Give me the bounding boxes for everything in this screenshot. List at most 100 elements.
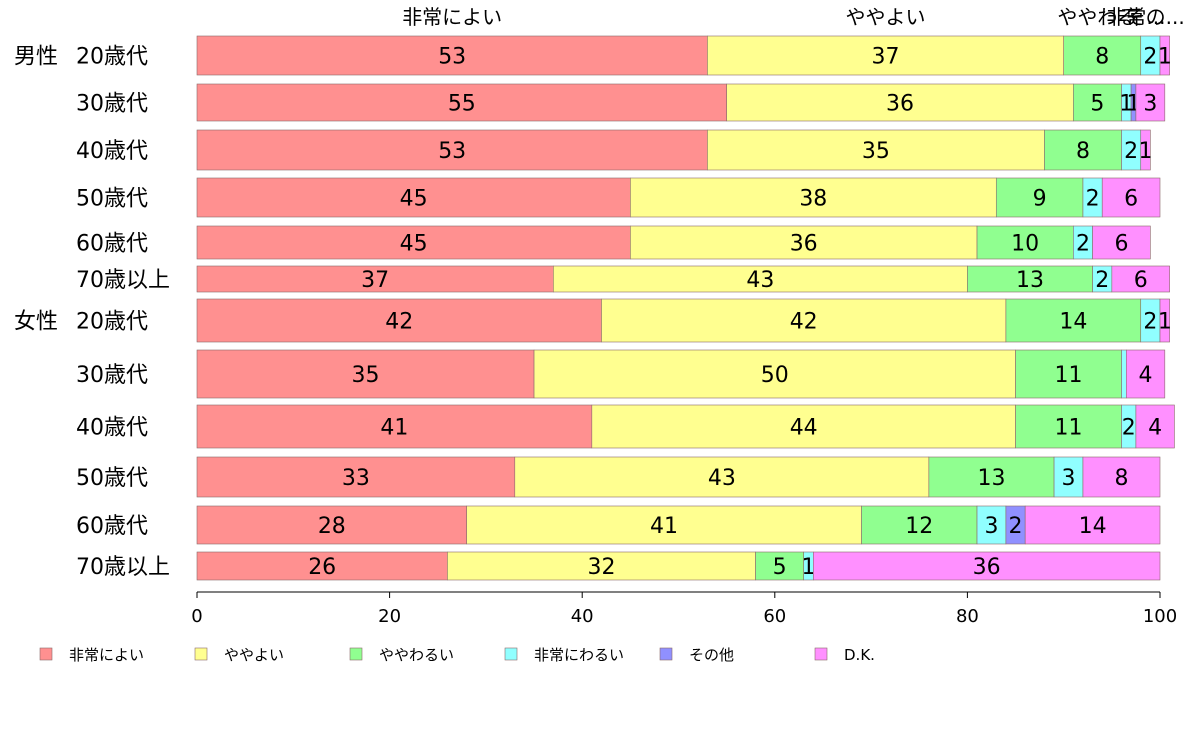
data-label: 2 [1122, 416, 1136, 441]
bar-segment [533, 349, 1016, 399]
bar-segment [196, 298, 602, 343]
category-label: 50歳代 [76, 187, 148, 212]
bar-segment [995, 177, 1084, 218]
data-label: 36 [973, 555, 1001, 580]
bar-segment [1082, 456, 1161, 498]
category-label: 70歳以上 [76, 268, 170, 293]
data-label: 42 [790, 310, 818, 335]
bar-segment [447, 551, 756, 581]
bar-segment [1053, 456, 1084, 498]
x-axis: 0 20 40 60 80 100 [191, 591, 1177, 627]
bar-segment [813, 551, 1161, 581]
data-label: 13 [977, 466, 1005, 491]
bar-segment [1159, 35, 1170, 76]
bar-segment [707, 129, 1045, 171]
data-label: 11 [1055, 416, 1083, 441]
bar-segment [1111, 265, 1170, 293]
top-label-3: 非常... [1106, 5, 1165, 29]
data-label: 36 [886, 92, 914, 117]
bar-segment [726, 83, 1074, 122]
x-tick-label: 20 [378, 606, 401, 627]
category-label: 20歳代 [76, 45, 148, 70]
bar-segment [861, 505, 978, 545]
legend-swatch [349, 647, 363, 661]
x-tick-label: 40 [571, 606, 594, 627]
x-tick-label: 100 [1143, 606, 1177, 627]
data-label: 2 [1076, 232, 1090, 257]
legend-swatch [814, 647, 828, 661]
legend-swatch [659, 647, 673, 661]
data-label: 37 [872, 45, 900, 70]
data-label: 53 [438, 45, 466, 70]
legend-swatch [194, 647, 208, 661]
data-label: 6 [1124, 187, 1138, 212]
top-label-1: ややよい [846, 5, 926, 29]
legend: 非常によい ややよい ややわるい 非常にわるい その他 D.K. [39, 646, 875, 664]
bar-segment [1044, 129, 1122, 171]
data-label: 1 [1139, 139, 1153, 164]
data-label: 28 [318, 514, 346, 539]
legend-label: その他 [689, 646, 734, 664]
data-label: 13 [1016, 268, 1044, 293]
data-label: 2 [1124, 139, 1138, 164]
data-label: 42 [385, 310, 413, 335]
category-label: 40歳代 [76, 416, 148, 441]
bar-segment [196, 551, 448, 581]
bar-segment [196, 35, 708, 76]
data-label: 9 [1033, 187, 1047, 212]
data-label: 43 [746, 268, 774, 293]
category-label: 70歳以上 [76, 555, 170, 580]
data-label: 2 [1009, 514, 1023, 539]
bar-segment [1101, 177, 1161, 218]
data-label: 10 [1011, 232, 1039, 257]
bar-segment [196, 177, 631, 218]
category-label: 60歳代 [76, 232, 148, 257]
data-label: 12 [905, 514, 933, 539]
bar-segment [630, 225, 978, 260]
legend-label: D.K. [844, 646, 875, 664]
bars: 53 37 8 2 155 36 5 11 353 35 8 2 145 38 9 2 645 36 10 2 637 4… [196, 35, 1175, 581]
category-label: 30歳代 [76, 92, 148, 117]
bar-segment [196, 83, 727, 122]
bar-segment [1015, 404, 1122, 449]
x-tick-label: 60 [763, 606, 786, 627]
legend-label: 非常にわるい [534, 646, 624, 664]
x-tick-label: 0 [191, 606, 202, 627]
data-label: 1 [802, 555, 816, 580]
top-labels: 非常によい ややよい ややわる非常...その... [402, 5, 1185, 29]
bar-segment [1125, 349, 1166, 399]
data-label: 37 [361, 268, 389, 293]
data-label: 1 [1158, 310, 1172, 335]
bar-segment [1135, 83, 1166, 122]
data-label: 8 [1076, 139, 1090, 164]
data-label: 14 [1079, 514, 1107, 539]
data-label: 4 [1148, 416, 1162, 441]
data-label: 3 [1062, 466, 1076, 491]
data-label: 41 [380, 416, 408, 441]
legend-label: ややわるい [379, 646, 454, 664]
bar-segment [601, 298, 1007, 343]
bar-segment [196, 349, 535, 399]
bar-segment [976, 505, 1007, 545]
bar-segment [1159, 298, 1170, 343]
bar-segment [196, 404, 593, 449]
category-label: 40歳代 [76, 139, 148, 164]
data-label: 32 [587, 555, 615, 580]
data-label: 43 [708, 466, 736, 491]
bar-segment [928, 456, 1055, 498]
legend-label: 非常によい [69, 646, 144, 664]
data-label: 3 [984, 514, 998, 539]
bar-segment [514, 456, 930, 498]
data-label: 8 [1095, 45, 1109, 70]
data-label: 8 [1114, 466, 1128, 491]
data-label: 2 [1086, 187, 1100, 212]
legend-label: ややよい [224, 646, 284, 664]
bar-segment [1135, 404, 1175, 449]
bar-segment [196, 456, 516, 498]
group-label: 男性 [14, 45, 58, 70]
data-label: 45 [400, 187, 428, 212]
data-label: 2 [1143, 310, 1157, 335]
data-label: 5 [1090, 92, 1104, 117]
